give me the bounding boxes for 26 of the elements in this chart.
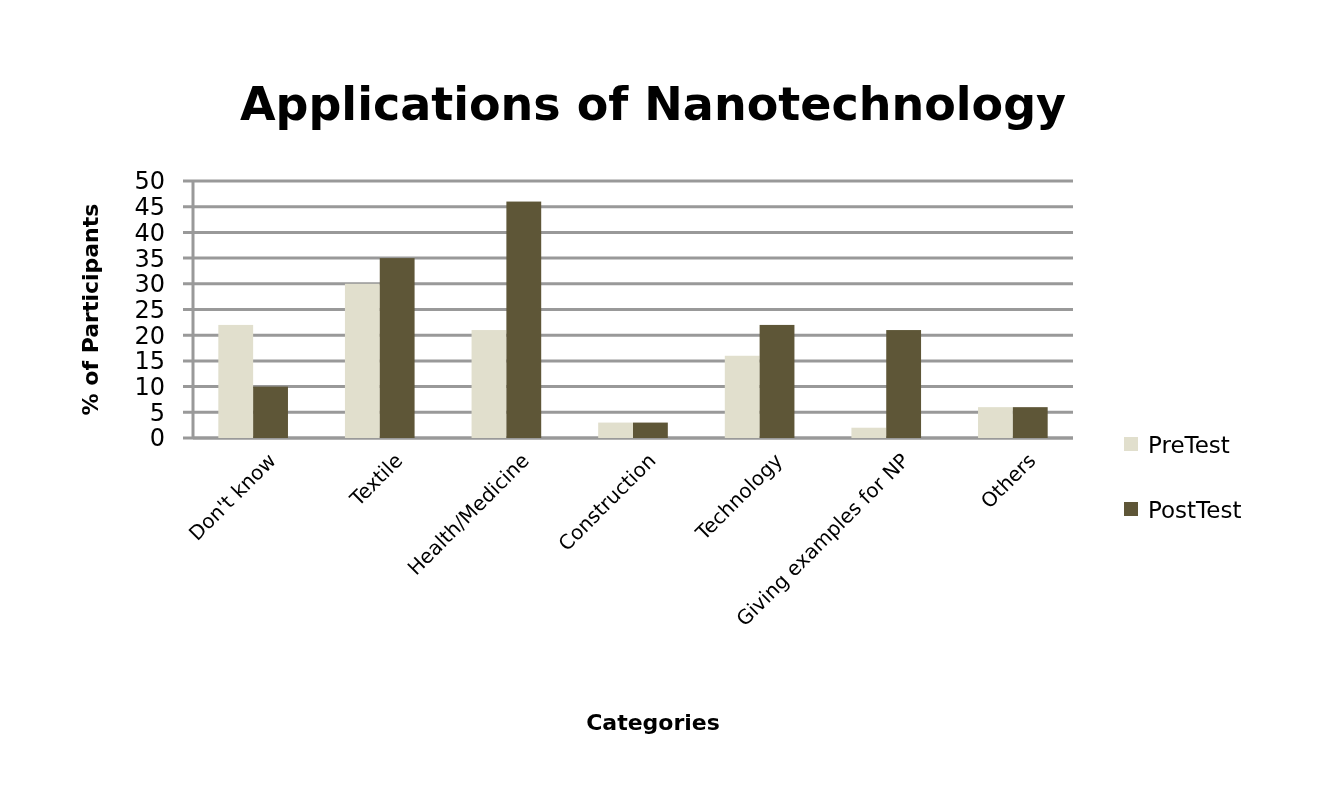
bar: [598, 422, 633, 438]
bar: [759, 324, 795, 438]
y-axis-title: % of Participants: [78, 203, 103, 416]
y-tick-label: 0: [149, 424, 165, 453]
legend-label: PostTest: [1148, 497, 1242, 524]
bar: [344, 283, 380, 438]
bar: [506, 201, 542, 438]
bar: [724, 355, 760, 438]
bar: [253, 386, 288, 438]
bar: [886, 330, 922, 438]
bar: [1012, 407, 1048, 438]
bar: [978, 407, 1013, 438]
bar: [633, 422, 668, 438]
y-tick-label: 50: [134, 167, 165, 196]
y-tick-label: 35: [134, 244, 165, 273]
bar: [218, 324, 254, 438]
bar: [379, 258, 415, 438]
bar: [851, 427, 887, 438]
chart-title: Applications of Nanotechnology: [239, 77, 1067, 131]
x-axis-title: Categories: [586, 710, 720, 735]
y-tick-label: 10: [134, 373, 165, 401]
y-tick-label: 20: [134, 321, 165, 350]
y-tick-label: 5: [149, 398, 165, 427]
y-tick-label: 15: [134, 347, 165, 376]
bar: [471, 330, 507, 438]
legend-label: PreTest: [1148, 432, 1230, 459]
